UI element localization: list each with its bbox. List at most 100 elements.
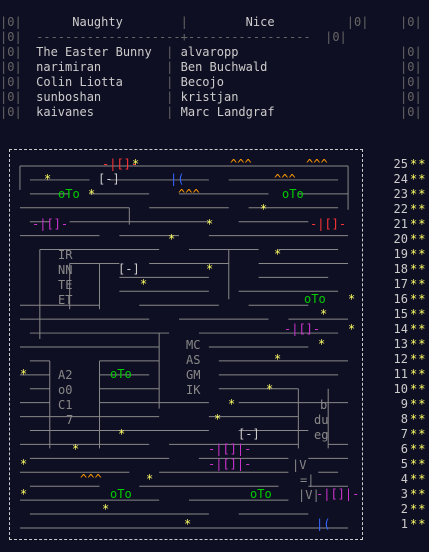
day-number[interactable]: 5 bbox=[400, 457, 408, 471]
capacitor-icon: -|[]- bbox=[32, 217, 69, 231]
paren-icon: |( bbox=[316, 517, 331, 531]
day-number[interactable]: 4 bbox=[400, 472, 408, 486]
day-number[interactable]: 18 bbox=[393, 262, 408, 276]
day-number[interactable]: 20 bbox=[393, 232, 408, 246]
day-number[interactable]: 3 bbox=[400, 487, 408, 501]
table-row: |0| kaivanes | Marc Landgraf bbox=[0, 105, 275, 119]
label-nn: NN bbox=[58, 263, 73, 277]
nice-header: Nice bbox=[245, 15, 275, 29]
circuit-maze bbox=[19, 165, 349, 529]
capacitor-icon: -|[]- bbox=[102, 157, 139, 171]
day-stars: ** bbox=[410, 322, 427, 336]
day-stars: ** bbox=[410, 457, 427, 471]
star-icon: * bbox=[20, 367, 28, 381]
table-separator: |0| --------------------+---------------… bbox=[0, 30, 347, 44]
day-number[interactable]: 22 bbox=[393, 202, 408, 216]
naughty-name: kaivanes bbox=[36, 105, 94, 119]
day-stars: ** bbox=[410, 397, 427, 411]
naughty-name: sunboshan bbox=[36, 90, 102, 104]
star-icon: * bbox=[348, 292, 356, 306]
box-icon: [-] bbox=[98, 172, 120, 186]
label-et: ET bbox=[58, 293, 73, 307]
day-number[interactable]: 15 bbox=[393, 307, 408, 321]
label-c1: C1 bbox=[58, 398, 73, 412]
day-stars: ** bbox=[410, 502, 427, 516]
star-icon: * bbox=[118, 427, 126, 441]
oto-icon: oTo bbox=[110, 487, 132, 501]
day-number[interactable]: 19 bbox=[393, 247, 408, 261]
day-number[interactable]: 25 bbox=[393, 157, 408, 171]
label-o0: o0 bbox=[58, 383, 73, 397]
zigzag-icon: ^^^ bbox=[274, 172, 296, 186]
table-header-row: |0| Naughty | Nice |0| bbox=[0, 15, 369, 29]
label-a2: A2 bbox=[58, 368, 73, 382]
day-stars: ** bbox=[410, 337, 427, 351]
day-stars: ** bbox=[410, 277, 427, 291]
label-mc: MC bbox=[186, 338, 201, 352]
day-number[interactable]: 24 bbox=[393, 172, 408, 186]
nice-name: alvaropp bbox=[180, 45, 239, 59]
nice-name: Becojo bbox=[180, 75, 224, 89]
day-stars: ** bbox=[410, 442, 427, 456]
naughty-name: Colin Liotta bbox=[36, 75, 123, 89]
day-stars: ** bbox=[410, 427, 427, 441]
oto-icon: oTo bbox=[250, 487, 272, 501]
day-number[interactable]: 1 bbox=[400, 517, 408, 531]
star-icon: * bbox=[44, 172, 52, 186]
star-icon: * bbox=[102, 502, 110, 516]
star-icon: * bbox=[20, 457, 28, 471]
day-number[interactable]: 23 bbox=[393, 187, 408, 201]
label-ik: IK bbox=[186, 383, 201, 397]
day-number[interactable]: 9 bbox=[400, 397, 408, 411]
capacitor-icon: -|[]|- bbox=[208, 442, 252, 456]
day-number[interactable]: 17 bbox=[393, 277, 408, 291]
zigzag-icon: ^^^ bbox=[178, 187, 200, 201]
oto-icon: oTo bbox=[282, 187, 304, 201]
zigzag-icon: ^^^ bbox=[306, 157, 328, 171]
star-icon: * bbox=[266, 382, 274, 396]
day-number[interactable]: 13 bbox=[393, 337, 408, 351]
star-icon: * bbox=[318, 337, 326, 351]
day-number[interactable]: 2 bbox=[400, 502, 408, 516]
day-number[interactable]: 14 bbox=[393, 322, 408, 336]
label-seven: 7 bbox=[66, 413, 74, 427]
day-number[interactable]: 12 bbox=[393, 352, 408, 366]
day-number[interactable]: 21 bbox=[393, 217, 408, 231]
table-row: |0| narimiran | Ben Buchwald bbox=[0, 60, 268, 74]
day-number[interactable]: 6 bbox=[400, 442, 408, 456]
capacitor-icon: -|[]- bbox=[284, 322, 321, 336]
advent-calendar: IR NN TE ET MC AS GM IK A2 o0 C1 7 b du … bbox=[9, 149, 363, 540]
day-stars: ** bbox=[410, 487, 427, 501]
label-te: TE bbox=[58, 278, 73, 292]
day-stars: ** bbox=[410, 292, 427, 306]
star-icon: * bbox=[206, 217, 214, 231]
star-icon: * bbox=[206, 262, 214, 276]
day-number[interactable]: 8 bbox=[400, 412, 408, 426]
day-stars: ** bbox=[410, 247, 427, 261]
label-gm: GM bbox=[186, 368, 201, 382]
label-b: b bbox=[320, 398, 328, 412]
day-number[interactable]: 16 bbox=[393, 292, 408, 306]
star-icon: * bbox=[146, 472, 154, 486]
day-stars: ** bbox=[410, 367, 427, 381]
star-icon: * bbox=[320, 307, 328, 321]
day-number[interactable]: 11 bbox=[393, 367, 408, 381]
naughty-name: The Easter Bunny bbox=[36, 45, 152, 59]
day-number[interactable]: 7 bbox=[400, 427, 408, 441]
star-icon: * bbox=[274, 352, 282, 366]
naughty-name: narimiran bbox=[36, 60, 102, 74]
day-stars: ** bbox=[410, 187, 427, 201]
label-as: AS bbox=[186, 353, 201, 367]
table-row: |0| Colin Liotta | Becojo bbox=[0, 75, 224, 89]
paren-icon: |( bbox=[170, 172, 185, 186]
day-stars: ** bbox=[410, 472, 427, 486]
table-row: |0| The Easter Bunny | alvaropp bbox=[0, 45, 239, 59]
oto-icon: oTo bbox=[304, 292, 326, 306]
capacitor-icon: -|[]|- bbox=[208, 457, 252, 471]
star-icon: * bbox=[72, 442, 80, 456]
day-stars: ** bbox=[410, 307, 427, 321]
day-number[interactable]: 10 bbox=[393, 382, 408, 396]
star-icon: * bbox=[168, 232, 176, 246]
naughty-header: Naughty bbox=[72, 15, 123, 29]
star-icon: * bbox=[20, 487, 28, 501]
